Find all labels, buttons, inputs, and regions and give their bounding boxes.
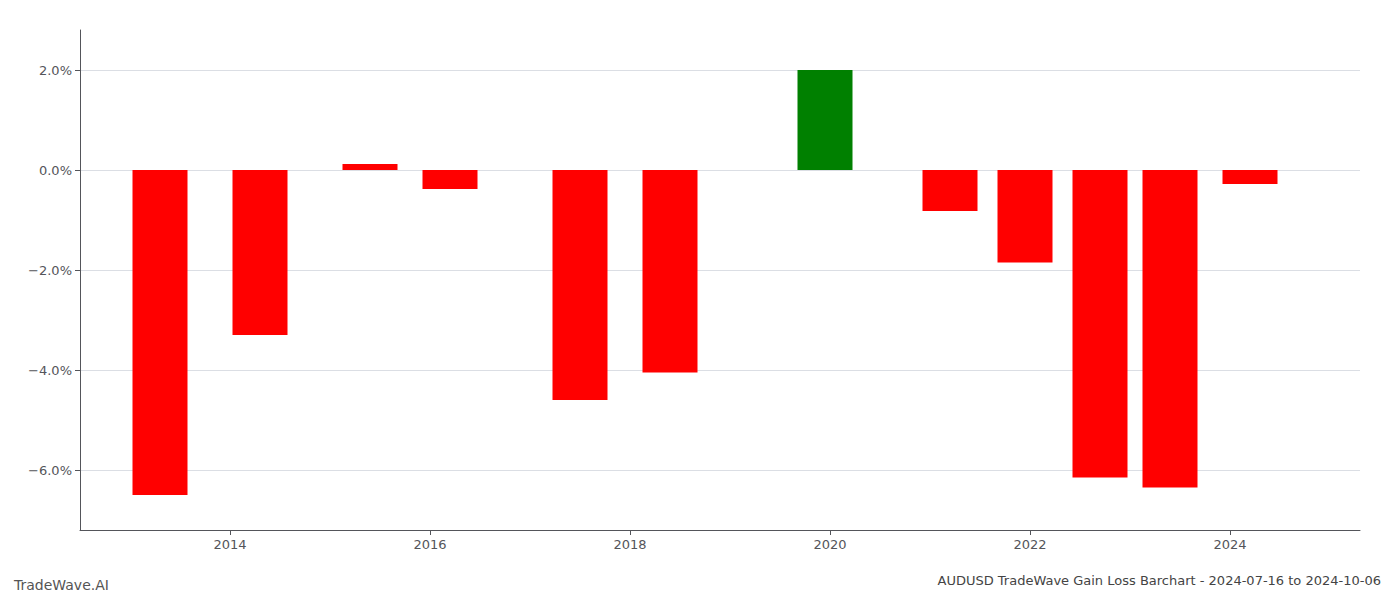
svg-text:AUDUSD TradeWave Gain Loss Bar: AUDUSD TradeWave Gain Loss Barchart - 20… bbox=[937, 573, 1381, 588]
svg-text:2020: 2020 bbox=[813, 537, 846, 552]
svg-text:2018: 2018 bbox=[613, 537, 646, 552]
svg-text:−2.0%: −2.0% bbox=[28, 263, 72, 278]
svg-text:−6.0%: −6.0% bbox=[28, 463, 72, 478]
svg-text:2.0%: 2.0% bbox=[39, 63, 72, 78]
svg-text:2022: 2022 bbox=[1013, 537, 1046, 552]
svg-text:2024: 2024 bbox=[1213, 537, 1246, 552]
svg-text:2014: 2014 bbox=[213, 537, 246, 552]
svg-text:−4.0%: −4.0% bbox=[28, 363, 72, 378]
svg-text:0.0%: 0.0% bbox=[39, 163, 72, 178]
svg-text:TradeWave.AI: TradeWave.AI bbox=[13, 577, 109, 593]
svg-text:2016: 2016 bbox=[413, 537, 446, 552]
